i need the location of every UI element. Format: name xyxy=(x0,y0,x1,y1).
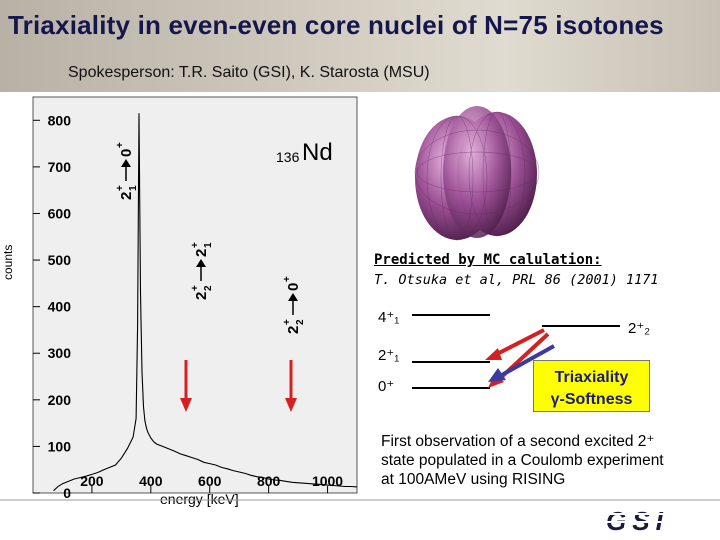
svg-text:1: 1 xyxy=(203,242,214,248)
observation-text: First observation of a second excited 2⁺… xyxy=(381,432,716,489)
prediction-reference: T. Otsuka et al, PRL 86 (2001) 1171 xyxy=(374,272,659,288)
x-axis-ticks: 200 400 600 800 1000 xyxy=(80,473,343,493)
x-tick-label: 600 xyxy=(198,473,222,489)
svg-text:GSI: GSI xyxy=(606,506,669,534)
y-axis-label: counts xyxy=(1,244,15,280)
level-scheme: 4⁺₁ 2⁺₂ 2⁺₁ 0⁺ xyxy=(378,309,650,395)
x-axis-label: energy [keV] xyxy=(160,491,239,507)
nucleus-symbol: Nd xyxy=(302,139,333,166)
prediction-title: Predicted by MC calulation: xyxy=(374,252,602,268)
svg-text:2: 2 xyxy=(118,192,135,200)
svg-text:2: 2 xyxy=(193,292,210,300)
x-tick-label: 200 xyxy=(80,473,104,489)
slide-subtitle: Spokesperson: T.R. Saito (GSI), K. Staro… xyxy=(68,64,430,81)
svg-text:+: + xyxy=(282,319,293,325)
x-tick-label: 800 xyxy=(257,473,281,489)
observation-line-2: state populated in a Coulomb experiment xyxy=(381,452,664,469)
svg-text:2: 2 xyxy=(285,326,302,334)
x-tick-label: 400 xyxy=(139,473,163,489)
nucleus-shape-illustration xyxy=(414,106,540,241)
svg-text:1: 1 xyxy=(128,185,139,191)
y-tick-label: 700 xyxy=(48,159,72,175)
y-tick-label: 200 xyxy=(48,392,72,408)
level-label-2plus1: 2⁺₁ xyxy=(378,347,399,364)
svg-text:+: + xyxy=(282,276,293,282)
svg-text:+: + xyxy=(190,242,201,248)
svg-text:0: 0 xyxy=(285,283,302,291)
y-axis-ticks: 0 100 200 300 400 500 600 700 800 xyxy=(33,112,71,500)
slide-title: Triaxiality in even-even core nuclei of … xyxy=(8,10,664,40)
observation-line-1: First observation of a second excited 2⁺ xyxy=(381,433,655,450)
y-tick-label: 100 xyxy=(48,438,72,454)
transition-label-2plus2-to-0: 2 + 2 0 + xyxy=(282,276,306,334)
nucleus-mass: 136 xyxy=(276,149,300,165)
plot-frame xyxy=(32,96,358,494)
transition-label-2plus2-to-2plus1: 2 + 2 2 + 1 xyxy=(190,242,214,300)
triaxiality-highlight-box: Triaxiality γ-Softness xyxy=(533,360,650,412)
svg-text:0: 0 xyxy=(118,149,135,157)
gsi-logo: GSI xyxy=(606,506,699,534)
highlight-line-2: γ-Softness xyxy=(550,391,633,408)
red-arrow-right xyxy=(285,360,297,412)
svg-text:+: + xyxy=(190,285,201,291)
level-label-4plus1: 4⁺₁ xyxy=(378,309,399,326)
level-label-0plus: 0⁺ xyxy=(378,378,394,395)
y-tick-label: 600 xyxy=(48,205,72,221)
y-tick-label: 500 xyxy=(48,252,72,268)
blue-arrow xyxy=(488,344,555,382)
observation-line-3: at 100AMeV using RISING xyxy=(381,471,566,488)
spectrum-line xyxy=(53,113,358,492)
svg-text:+: + xyxy=(115,185,126,191)
title-banner xyxy=(0,0,720,92)
red-transition-arrow-1 xyxy=(492,328,545,358)
y-tick-label: 0 xyxy=(63,485,71,500)
svg-text:+: + xyxy=(115,142,126,148)
y-tick-label: 300 xyxy=(48,345,72,361)
y-tick-label: 400 xyxy=(48,299,72,315)
highlight-line-1: Triaxiality xyxy=(554,369,629,386)
svg-text:2: 2 xyxy=(295,319,306,325)
transition-label-2plus1-to-0: 2 + 1 0 + xyxy=(115,142,139,200)
svg-text:2: 2 xyxy=(203,285,214,291)
svg-text:2: 2 xyxy=(193,249,210,257)
y-tick-label: 800 xyxy=(48,112,72,128)
x-tick-label: 1000 xyxy=(312,473,343,489)
level-label-2plus2: 2⁺₂ xyxy=(628,320,650,337)
red-arrow-left xyxy=(180,360,192,412)
